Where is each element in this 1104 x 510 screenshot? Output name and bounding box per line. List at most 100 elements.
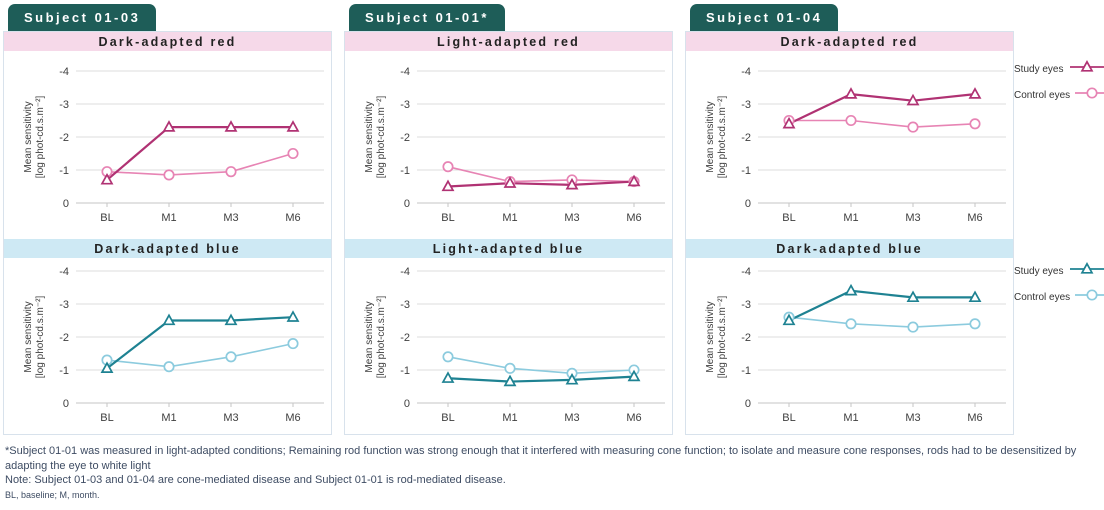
line-chart: -4 -3 -2 -1 0 BL M1 M3 M6 Mean sensitivity[log ph… bbox=[364, 66, 665, 224]
series-line bbox=[788, 316, 976, 328]
data-point-marker bbox=[441, 371, 455, 383]
y-tick-label: -1 bbox=[59, 165, 69, 177]
data-point-marker bbox=[845, 114, 857, 127]
legend-item-study: Study eyes bbox=[1014, 262, 1104, 281]
y-tick-label: -4 bbox=[400, 266, 410, 278]
data-point-marker bbox=[782, 116, 796, 129]
legend-label-control: Control eyes bbox=[1014, 90, 1071, 101]
series-line bbox=[447, 375, 635, 383]
data-point-marker bbox=[163, 169, 175, 181]
series-line bbox=[106, 316, 294, 370]
chart-title-bar: Dark-adapted red bbox=[686, 32, 1013, 51]
data-point-marker bbox=[504, 362, 516, 374]
y-tick-label: -4 bbox=[59, 66, 69, 78]
x-tick-label: M3 bbox=[564, 412, 579, 424]
legend-item-study: Study eyes bbox=[1014, 60, 1104, 79]
x-tick-label: BL bbox=[100, 212, 113, 224]
x-tick-label: M6 bbox=[967, 412, 982, 424]
y-tick-label: -3 bbox=[400, 299, 410, 311]
data-point-marker bbox=[844, 87, 858, 99]
series-line bbox=[106, 152, 294, 176]
data-point-marker bbox=[845, 318, 857, 330]
data-point-marker bbox=[1086, 289, 1098, 301]
y-tick-label: -1 bbox=[400, 165, 410, 177]
legend-label-study: Study eyes bbox=[1014, 266, 1064, 277]
x-tick-label: M1 bbox=[161, 412, 176, 424]
subject-badge: Subject 01-01* bbox=[349, 4, 505, 31]
chart-title-bar: Light-adapted blue bbox=[345, 239, 672, 258]
y-tick-label: -3 bbox=[400, 99, 410, 111]
data-point-marker bbox=[442, 161, 454, 173]
data-point-marker bbox=[286, 310, 300, 322]
y-tick-label: -2 bbox=[400, 132, 410, 144]
footnote-abbreviations: BL, baseline; M, month. bbox=[5, 489, 100, 500]
data-point-marker bbox=[225, 351, 237, 363]
chart-panel: Dark-adapted red -4 -3 -2 -1 0 BL M1 M3 M6 Mean se… bbox=[685, 31, 1014, 435]
series-line bbox=[447, 356, 635, 375]
data-point-marker bbox=[224, 313, 238, 326]
x-tick-label: M1 bbox=[502, 212, 517, 224]
chart-title-bar: Dark-adapted blue bbox=[686, 239, 1013, 258]
line-chart: -4 -3 -2 -1 0 BL M1 M3 M6 Mean sensitivity[log ph… bbox=[23, 266, 324, 424]
data-point-marker bbox=[907, 321, 919, 333]
chart-panel: Dark-adapted red -4 -3 -2 -1 0 BL M1 M3 M6 Mean se… bbox=[3, 31, 332, 435]
y-tick-label: 0 bbox=[745, 198, 751, 210]
y-axis-label: Mean sensitivity[log phot-cd.s.m⁻²] bbox=[23, 96, 46, 179]
y-tick-label: -4 bbox=[741, 66, 751, 78]
line-chart: -4 -3 -2 -1 0 BL M1 M3 M6 Mean sensitivity[log ph… bbox=[364, 266, 665, 424]
y-tick-label: -3 bbox=[741, 299, 751, 311]
data-point-marker bbox=[100, 172, 114, 185]
y-axis-label: Mean sensitivity[log phot-cd.s.m⁻²] bbox=[364, 296, 387, 379]
series-line bbox=[447, 165, 635, 183]
y-tick-label: 0 bbox=[404, 198, 410, 210]
line-chart: -4 -3 -2 -1 0 BL M1 M3 M6 Mean sensitivity[log ph… bbox=[23, 66, 324, 224]
data-point-marker bbox=[442, 351, 454, 363]
chart-title-bar: Light-adapted red bbox=[345, 32, 672, 51]
panel-column: Subject 01-04 Dark-adapted red -4 -3 -2 -1 0 BL… bbox=[685, 4, 1014, 435]
footnote-asterisk: *Subject 01-01 was measured in light-ada… bbox=[5, 445, 1077, 472]
y-tick-label: -3 bbox=[59, 299, 69, 311]
y-tick-label: -2 bbox=[59, 132, 69, 144]
y-tick-label: 0 bbox=[63, 198, 69, 210]
x-tick-label: M3 bbox=[223, 412, 238, 424]
series-line bbox=[789, 119, 976, 128]
panels-row: Subject 01-03 Dark-adapted red -4 -3 -2 -1 0 BL… bbox=[3, 4, 1014, 435]
x-tick-label: M6 bbox=[626, 212, 641, 224]
x-tick-label: M3 bbox=[223, 212, 238, 224]
y-tick-label: -1 bbox=[400, 365, 410, 377]
chart-title-bar: Dark-adapted red bbox=[4, 32, 331, 51]
data-point-marker bbox=[627, 369, 641, 382]
control-eyes-circle-marker-icon bbox=[1075, 86, 1104, 105]
x-tick-label: BL bbox=[782, 212, 795, 224]
legend-label-study: Study eyes bbox=[1014, 64, 1064, 75]
y-tick-label: -1 bbox=[59, 365, 69, 377]
data-point-marker bbox=[287, 147, 299, 160]
data-point-marker bbox=[565, 372, 579, 385]
series-line bbox=[788, 92, 976, 125]
y-axis-label: Mean sensitivity[log phot-cd.s.m⁻²] bbox=[23, 296, 46, 379]
footnote-note: Note: Subject 01-03 and 01-04 are cone-m… bbox=[5, 474, 506, 487]
subject-badge: Subject 01-04 bbox=[690, 4, 839, 31]
y-axis-label: Mean sensitivity[log phot-cd.s.m⁻²] bbox=[705, 96, 728, 179]
x-tick-label: BL bbox=[441, 212, 454, 224]
study-eyes-triangle-marker-icon bbox=[1070, 60, 1104, 79]
series-line bbox=[106, 125, 293, 181]
panel-column: Subject 01-01* Light-adapted red -4 -3 -2 -1 0… bbox=[344, 4, 673, 435]
series-line bbox=[788, 289, 975, 322]
y-axis-label: Mean sensitivity[log phot-cd.s.m⁻²] bbox=[364, 96, 387, 179]
data-point-marker bbox=[1086, 87, 1098, 99]
data-point-marker bbox=[1080, 60, 1094, 72]
x-tick-label: M6 bbox=[285, 212, 300, 224]
data-point-marker bbox=[224, 120, 238, 132]
legend-item-control: Control eyes bbox=[1014, 86, 1104, 105]
y-tick-label: -4 bbox=[400, 66, 410, 78]
series-line bbox=[447, 180, 635, 188]
y-tick-label: 0 bbox=[404, 398, 410, 410]
data-point-marker bbox=[906, 290, 920, 303]
control-eyes-circle-marker-icon bbox=[1075, 288, 1104, 307]
footnotes: *Subject 01-01 was measured in light-ada… bbox=[5, 444, 1101, 501]
x-tick-label: M6 bbox=[285, 412, 300, 424]
data-point-marker bbox=[162, 313, 176, 326]
legend-red: Study eyes Control eyes bbox=[1014, 60, 1104, 112]
